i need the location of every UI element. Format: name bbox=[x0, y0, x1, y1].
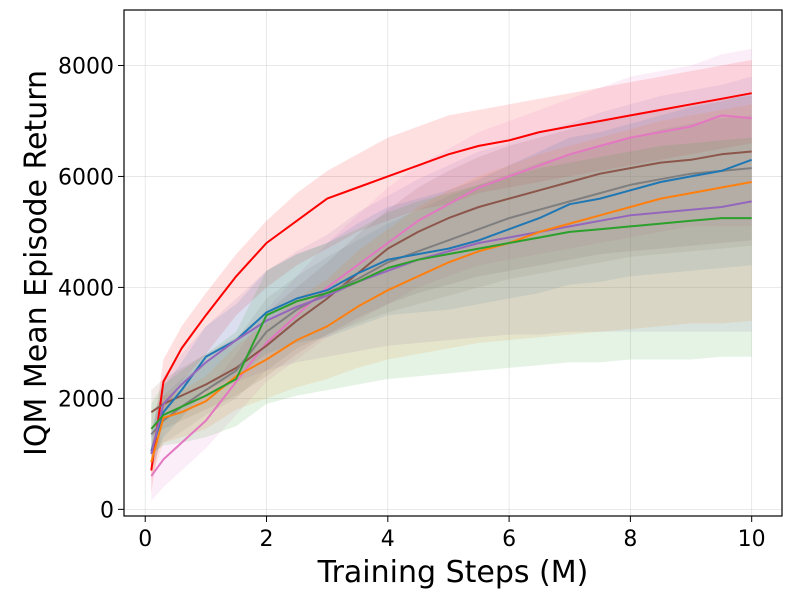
x-tick-label: 4 bbox=[381, 527, 395, 552]
series-purple-line bbox=[150, 200, 752, 455]
series-purple-band bbox=[151, 76, 752, 474]
series-blue-band bbox=[151, 93, 752, 471]
y-tick-label: 0 bbox=[100, 498, 114, 523]
series-blue-line bbox=[150, 158, 753, 452]
series-green-band bbox=[151, 137, 752, 454]
series-lines bbox=[150, 92, 753, 477]
axis-ticks: 0 2 4 6 8 10 0 2000 4000 6000 8000 bbox=[58, 54, 766, 552]
y-tick-label: 6000 bbox=[58, 165, 114, 190]
x-tick-label: 10 bbox=[738, 527, 766, 552]
series-pink-line bbox=[150, 114, 752, 477]
y-axis-label: IQM Mean Episode Return bbox=[19, 70, 54, 456]
x-tick-label: 6 bbox=[502, 527, 516, 552]
y-tick-label: 2000 bbox=[58, 387, 114, 412]
y-tick-label: 4000 bbox=[58, 276, 114, 301]
x-tick-label: 0 bbox=[138, 527, 152, 552]
series-orange-line bbox=[150, 181, 752, 463]
series-red-line bbox=[150, 92, 752, 471]
x-axis-label: Training Steps (M) bbox=[317, 555, 589, 590]
plot-frame bbox=[123, 9, 783, 517]
y-tick-label: 8000 bbox=[58, 54, 114, 79]
confidence-bands bbox=[151, 48, 752, 502]
series-brown-line bbox=[150, 150, 752, 414]
series-gray-band bbox=[151, 115, 752, 457]
x-tick-label: 8 bbox=[623, 527, 637, 552]
series-red-band bbox=[151, 59, 752, 493]
series-brown-band bbox=[151, 96, 752, 438]
series-pink-band bbox=[151, 48, 752, 502]
series-green-line bbox=[150, 217, 752, 430]
x-tick-label: 2 bbox=[260, 527, 274, 552]
series-gray-line bbox=[150, 167, 752, 436]
